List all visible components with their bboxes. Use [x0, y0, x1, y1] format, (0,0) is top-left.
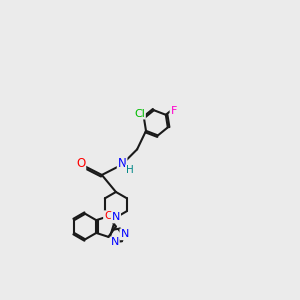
Text: N: N: [110, 237, 119, 247]
Text: N: N: [112, 212, 120, 223]
Text: N: N: [118, 157, 127, 170]
Text: F: F: [170, 106, 177, 116]
Text: O: O: [104, 211, 113, 221]
Text: H: H: [126, 165, 134, 175]
Text: N: N: [120, 229, 129, 239]
Text: O: O: [76, 157, 85, 170]
Text: Cl: Cl: [134, 109, 145, 118]
